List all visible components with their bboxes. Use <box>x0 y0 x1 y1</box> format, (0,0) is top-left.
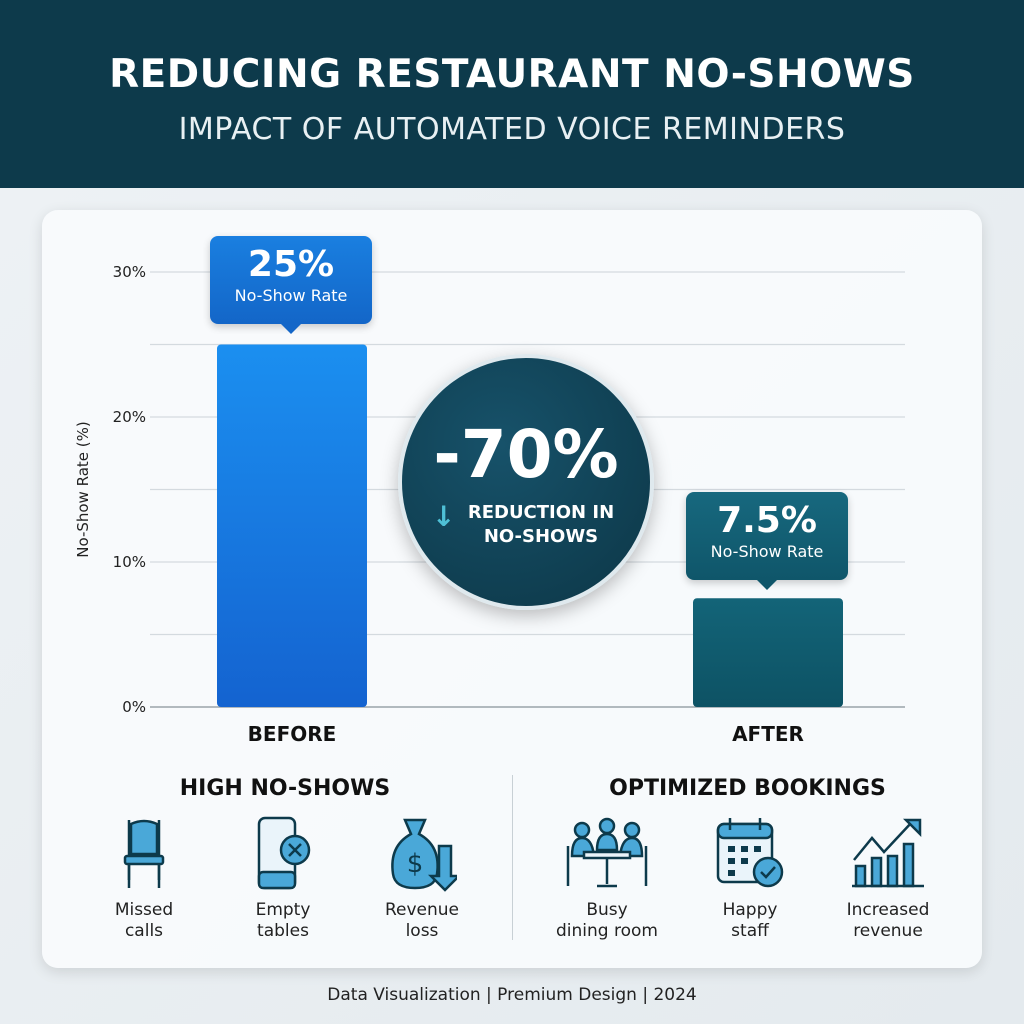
x-tick-label: BEFORE <box>248 722 337 746</box>
money-bag-down-icon: $ <box>391 818 457 892</box>
y-tick-label: 20% <box>113 408 146 426</box>
phone-x-icon <box>257 816 311 890</box>
after-caption: No-Show Rate <box>710 542 824 561</box>
y-axis-label: No-Show Rate (%) <box>74 421 92 557</box>
item-busy-dining-room: Busy dining room <box>552 816 662 942</box>
bar-before <box>217 344 367 707</box>
chair-icon <box>123 819 165 888</box>
after-callout: 7.5% No-Show Rate <box>686 492 848 590</box>
item-revenue-loss: $ Revenue loss <box>367 816 477 942</box>
growth-chart-icon <box>852 818 924 888</box>
item-happy-staff: Happy staff <box>695 816 805 942</box>
section-title-optimized: OPTIMIZED BOOKINGS <box>609 776 886 801</box>
reduction-label-2: NO-SHOWS <box>483 526 599 547</box>
reduction-badge: -70% ↓ REDUCTION IN NO-SHOWS <box>398 354 654 610</box>
dining-group-icon <box>566 817 648 888</box>
header: REDUCING RESTAURANT NO-SHOWS IMPACT OF A… <box>0 0 1024 188</box>
section-title-high: HIGH NO-SHOWS <box>179 776 391 801</box>
item-missed-calls: Missed calls <box>89 816 199 942</box>
before-caption: No-Show Rate <box>234 286 348 305</box>
before-callout: 25% No-Show Rate <box>210 236 372 334</box>
item-empty-tables: Empty tables <box>228 816 338 942</box>
after-value: 7.5% <box>717 500 817 541</box>
item-increased-revenue: Increased revenue <box>833 816 943 942</box>
x-tick-label: AFTER <box>732 722 804 746</box>
divider <box>512 775 513 940</box>
reduction-value: -70% <box>433 416 619 493</box>
page-subtitle: IMPACT OF AUTOMATED VOICE REMINDERS <box>178 112 846 147</box>
footer: Data Visualization | Premium Design | 20… <box>327 985 697 1005</box>
reduction-label-1: REDUCTION IN <box>467 502 615 523</box>
svg-text:$: $ <box>407 849 424 879</box>
page-title: REDUCING RESTAURANT NO-SHOWS <box>109 52 915 97</box>
arrow-down-icon: ↓ <box>432 500 456 533</box>
y-tick-label: 0% <box>122 698 146 716</box>
y-tick-label: 10% <box>113 553 146 571</box>
calendar-check-icon <box>716 818 784 888</box>
before-value: 25% <box>247 244 335 285</box>
y-tick-label: 30% <box>113 263 146 281</box>
bar-after <box>693 598 843 707</box>
